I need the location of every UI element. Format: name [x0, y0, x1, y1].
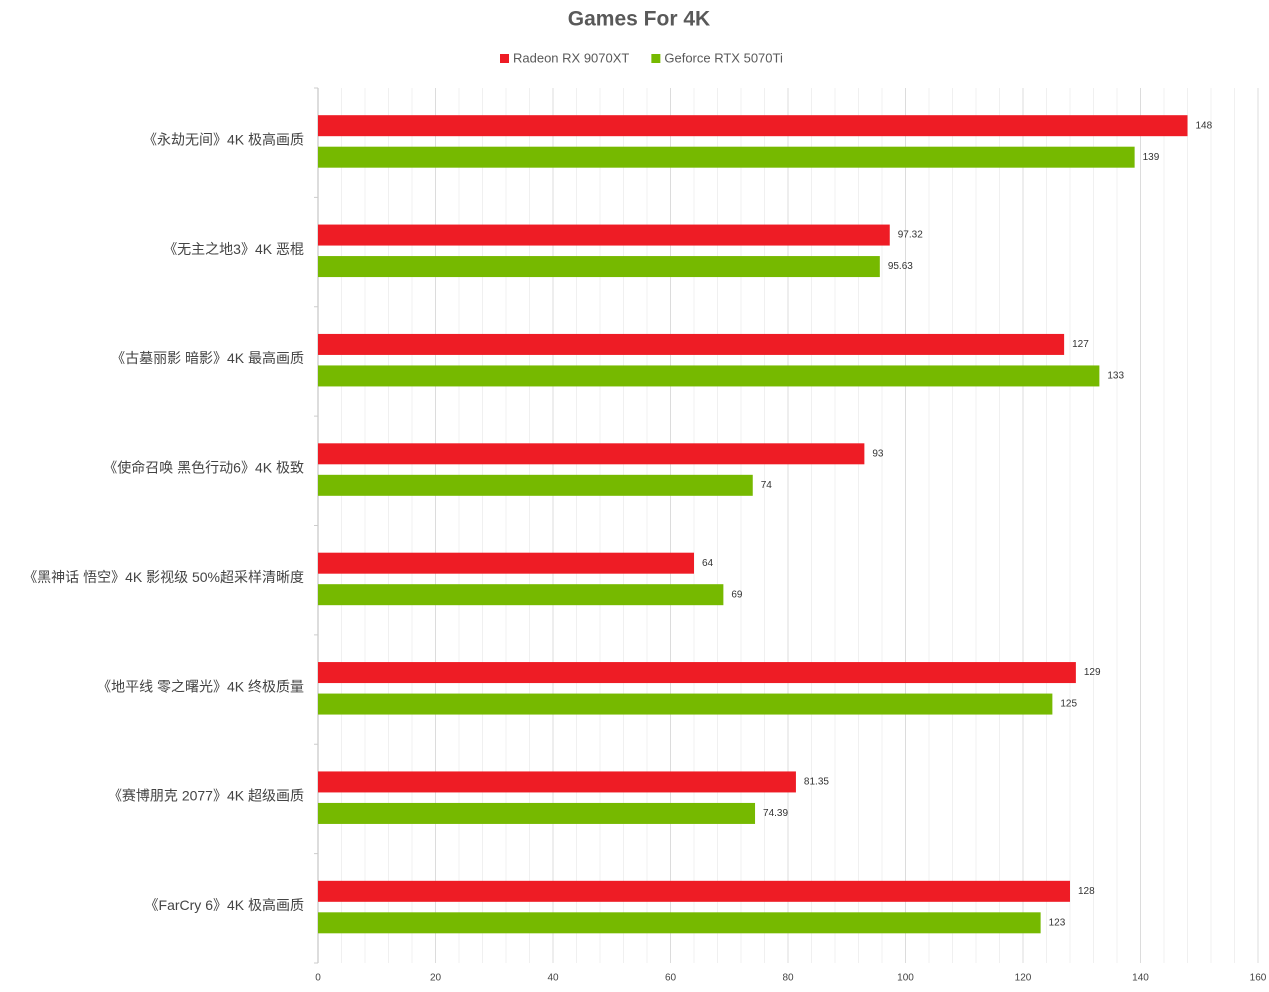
x-tick-label: 120 — [1015, 973, 1032, 984]
value-label: 133 — [1107, 371, 1124, 382]
x-tick-label: 60 — [665, 973, 677, 984]
x-tick-label: 80 — [782, 973, 794, 984]
bar — [318, 912, 1041, 934]
y-tick-label: 《使命召唤 黑色行动6》4K 极致 — [103, 460, 304, 476]
bar — [318, 224, 890, 246]
y-tick-label: 《FarCry 6》4K 极高画质 — [145, 897, 304, 913]
x-tick-label: 40 — [547, 973, 559, 984]
bar — [318, 880, 1070, 902]
bar — [318, 115, 1188, 137]
y-tick-label: 《赛博朋克 2077》4K 超级画质 — [108, 788, 304, 804]
value-label: 93 — [872, 448, 884, 459]
value-label: 64 — [702, 558, 714, 569]
bar — [318, 256, 880, 278]
bar — [318, 771, 796, 793]
value-label: 69 — [731, 589, 743, 600]
y-tick-label: 《地平线 零之曙光》4K 终极质量 — [97, 678, 304, 694]
value-label: 81.35 — [804, 777, 829, 788]
value-label: 74 — [761, 480, 773, 491]
bar — [318, 443, 865, 465]
x-tick-label: 100 — [897, 973, 914, 984]
value-label: 128 — [1078, 886, 1095, 897]
bar — [318, 474, 753, 496]
legend-swatch — [651, 54, 661, 63]
value-label: 95.63 — [888, 261, 913, 272]
y-tick-label: 《古墓丽影 暗影》4K 最高画质 — [111, 350, 304, 366]
value-label: 129 — [1084, 667, 1101, 678]
bar — [318, 365, 1100, 387]
bar — [318, 693, 1053, 715]
legend-swatch — [500, 54, 509, 63]
y-tick-label: 《永劫无间》4K 极高画质 — [143, 131, 304, 147]
bar — [318, 584, 724, 606]
x-tick-label: 140 — [1132, 973, 1149, 984]
chart-title: Games For 4K — [568, 8, 710, 31]
bar — [318, 552, 694, 574]
value-label: 123 — [1049, 917, 1066, 928]
legend-label: Radeon RX 9070XT — [513, 50, 629, 65]
bar — [318, 662, 1076, 684]
x-tick-label: 160 — [1250, 973, 1267, 984]
value-label: 139 — [1143, 152, 1160, 163]
value-label: 97.32 — [898, 230, 923, 241]
value-label: 127 — [1072, 339, 1089, 350]
bar — [318, 333, 1065, 355]
y-tick-label: 《无主之地3》4K 恶棍 — [163, 241, 304, 257]
value-label: 74.39 — [763, 808, 788, 819]
value-label: 148 — [1196, 120, 1213, 131]
value-label: 125 — [1060, 699, 1077, 710]
x-tick-label: 0 — [315, 973, 321, 984]
bar — [318, 802, 756, 824]
bar — [318, 146, 1135, 168]
x-tick-label: 20 — [430, 973, 442, 984]
y-tick-label: 《黑神话 悟空》4K 影视级 50%超采样清晰度 — [23, 569, 304, 585]
legend-label: Geforce RTX 5070Ti — [664, 50, 783, 65]
